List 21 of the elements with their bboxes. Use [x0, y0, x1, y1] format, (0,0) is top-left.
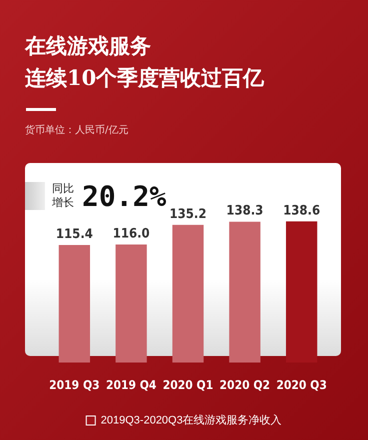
- chart-subtitle: 连续10个季度营收过百亿: [25, 64, 264, 92]
- data-label: 115.4: [56, 226, 93, 242]
- bar: [286, 221, 318, 363]
- text: 同比增长: [52, 182, 75, 210]
- chart-title: 在线游戏服务: [25, 32, 151, 60]
- data-label: 138.6: [283, 203, 320, 218]
- legend-label: 2019Q3-2020Q3在线游戏服务净收入: [100, 414, 282, 427]
- bar: [116, 244, 147, 363]
- x-tick-label: 2020 Q2: [220, 378, 270, 392]
- x-tick-label: 2020 Q1: [162, 378, 214, 392]
- x-tick-label: 2019 Q3: [49, 378, 100, 392]
- data-label: 135.2: [170, 206, 206, 222]
- x-tick-label: 2019 Q4: [106, 378, 157, 392]
- data-label: 138.3: [226, 204, 264, 219]
- bar: [229, 222, 260, 363]
- x-tick-label: 2020 Q3: [276, 378, 327, 392]
- text: 货币单位：人民币/亿元: [25, 124, 128, 137]
- bar: [172, 224, 204, 363]
- text: 20.2%: [82, 180, 166, 213]
- bar: [58, 245, 90, 363]
- data-label: 116.0: [112, 226, 150, 242]
